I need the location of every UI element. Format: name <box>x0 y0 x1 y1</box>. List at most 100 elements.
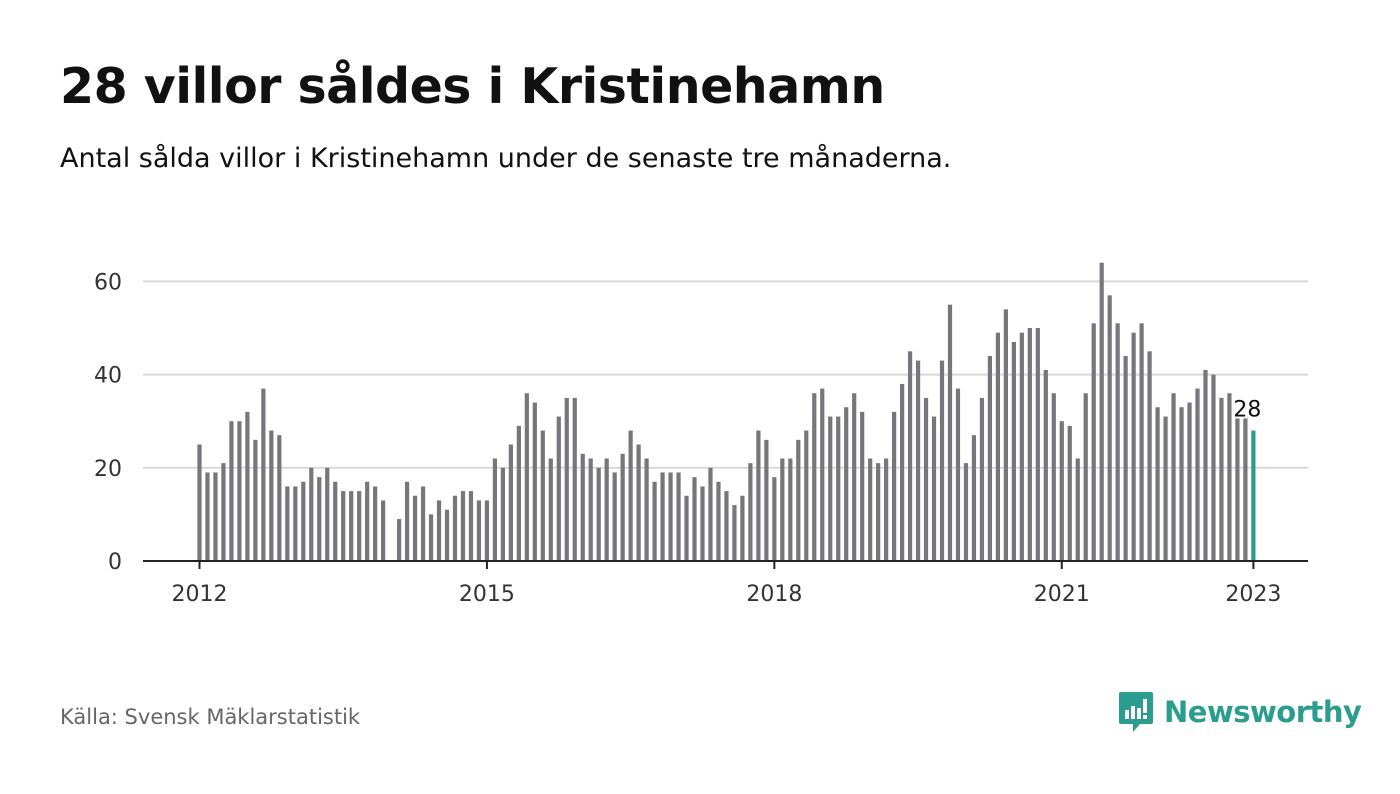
bar <box>772 477 777 561</box>
bar <box>245 411 250 561</box>
bar <box>269 430 274 561</box>
bar <box>404 481 410 561</box>
bar <box>213 472 218 561</box>
bar <box>796 439 801 561</box>
bar <box>860 411 865 561</box>
bar <box>349 491 354 561</box>
bar <box>1227 393 1232 561</box>
brand-name: Newsworthy <box>1164 695 1362 729</box>
bar-highlight <box>1251 430 1256 561</box>
bar <box>317 477 322 561</box>
newsworthy-logo-icon <box>1119 692 1153 732</box>
gridlines <box>143 280 1308 469</box>
bar <box>907 351 913 561</box>
bar <box>460 491 466 561</box>
y-tick-label: 40 <box>94 364 122 389</box>
bar <box>947 304 953 561</box>
bar <box>812 393 817 561</box>
bar <box>1083 393 1088 561</box>
bar <box>365 481 370 561</box>
bar <box>1131 332 1136 561</box>
bar <box>628 430 633 561</box>
bar <box>971 435 977 561</box>
bar <box>540 430 545 561</box>
bar <box>740 495 745 561</box>
bar <box>1171 393 1176 561</box>
bar <box>852 393 857 561</box>
bars <box>197 262 1256 561</box>
bar <box>1195 388 1200 561</box>
bar <box>676 472 681 561</box>
x-tick-label: 2015 <box>459 582 515 607</box>
bar <box>444 509 450 561</box>
bar <box>381 500 386 561</box>
x-tick-label: 2018 <box>746 582 802 607</box>
bar <box>1211 374 1216 561</box>
bar <box>1155 407 1160 561</box>
bar <box>788 458 793 561</box>
bar <box>436 500 442 561</box>
bar <box>1187 402 1192 561</box>
bar-chart: 0 20 40 60 2012 2015 2018 2021 2023 28 <box>94 262 1308 607</box>
bar <box>428 514 434 561</box>
bar <box>397 519 402 561</box>
bar <box>836 416 841 561</box>
x-tick-label: 2021 <box>1034 582 1090 607</box>
bar <box>1115 323 1120 561</box>
bar <box>1147 351 1152 561</box>
bar <box>804 430 809 561</box>
bar <box>285 486 290 561</box>
bar <box>564 397 569 561</box>
bar <box>620 453 625 561</box>
bar <box>884 458 889 561</box>
bar <box>963 463 969 561</box>
bar <box>876 463 881 561</box>
bar <box>748 463 753 561</box>
brand-logo: Newsworthy <box>1118 690 1362 734</box>
bar <box>1051 393 1056 561</box>
bar <box>1203 369 1208 561</box>
bar <box>995 332 1000 561</box>
bar <box>780 458 785 561</box>
x-tick-label: 2023 <box>1225 582 1281 607</box>
bar <box>253 439 258 561</box>
bar <box>1003 309 1008 561</box>
bar <box>580 453 585 561</box>
bar <box>692 477 697 561</box>
bar <box>556 416 561 561</box>
bar <box>724 491 729 561</box>
bar <box>716 481 721 561</box>
bar <box>484 500 490 561</box>
bar <box>1011 341 1016 561</box>
highlight-value-label: 28 <box>1233 398 1261 423</box>
bar <box>516 425 521 561</box>
bar <box>756 430 761 561</box>
bar <box>828 416 833 561</box>
bar <box>532 402 537 561</box>
bar <box>668 472 673 561</box>
bar <box>979 397 985 561</box>
bar <box>476 500 482 561</box>
bar <box>915 360 921 561</box>
bar <box>500 467 505 561</box>
bar <box>492 458 498 561</box>
page-title: 28 villor såldes i Kristinehamn <box>60 58 885 115</box>
bar <box>700 486 705 561</box>
bar <box>868 458 873 561</box>
bar <box>1043 369 1048 561</box>
bar <box>452 495 458 561</box>
source-note: Källa: Svensk Mäklarstatistik <box>60 705 361 729</box>
y-tick-label: 60 <box>94 270 122 295</box>
bar <box>333 481 338 561</box>
bar <box>612 472 617 561</box>
bar <box>468 491 474 561</box>
bar <box>955 388 961 561</box>
y-tick-label: 0 <box>108 550 122 575</box>
bar <box>732 505 737 561</box>
bar <box>820 388 825 561</box>
bar <box>357 491 362 561</box>
x-tick-label: 2012 <box>172 582 228 607</box>
bar <box>508 444 513 561</box>
bar <box>325 467 330 561</box>
bar <box>899 383 905 561</box>
